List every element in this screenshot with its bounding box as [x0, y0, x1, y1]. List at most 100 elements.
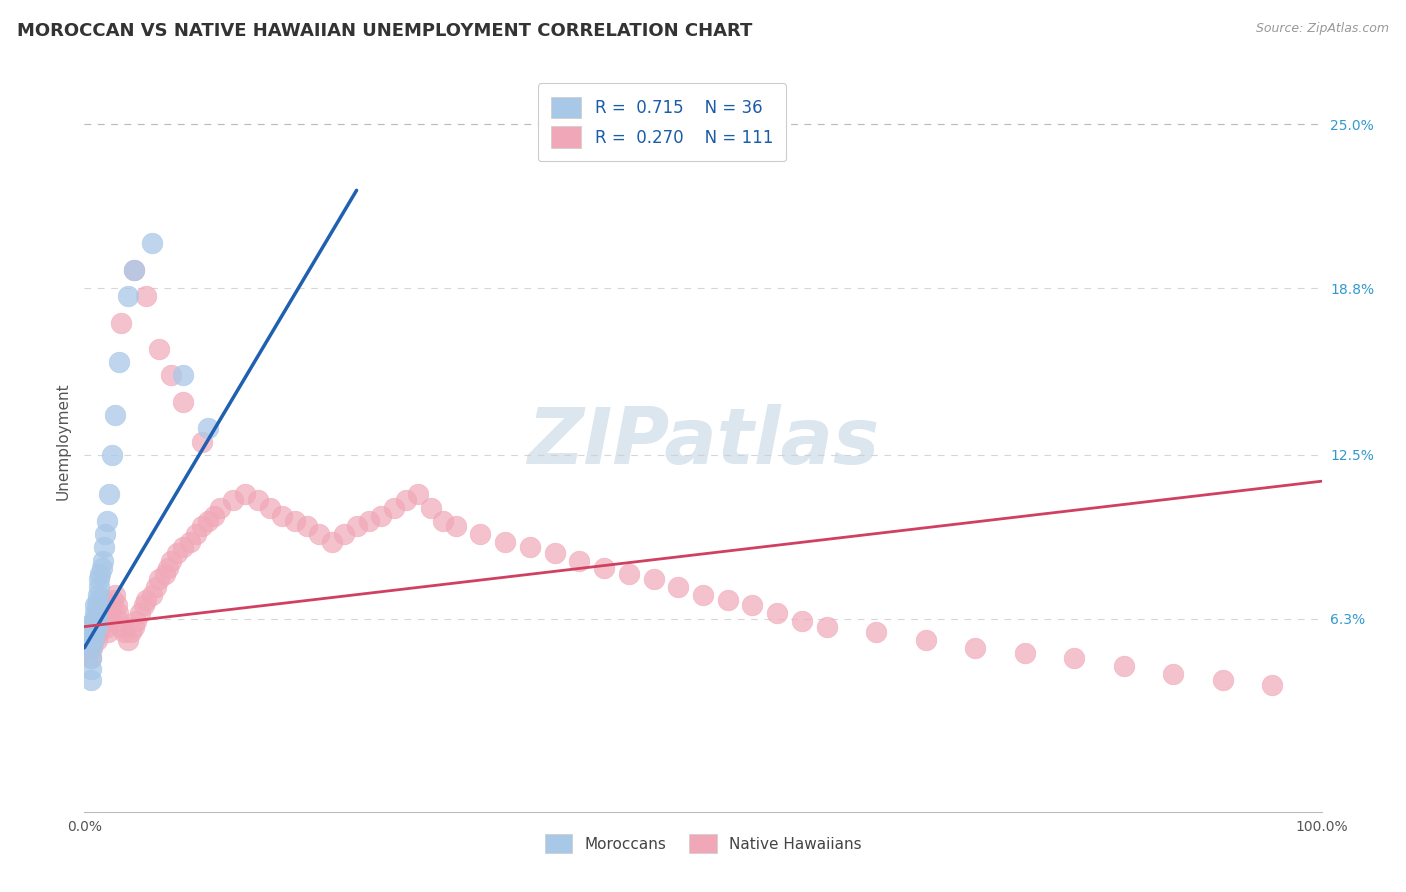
Point [108, 615, 131, 629]
Point [110, 620, 132, 634]
Point [191, 434, 214, 449]
Point [83, 632, 105, 647]
Point [91, 607, 114, 621]
Point [172, 395, 194, 409]
Point [93, 541, 115, 555]
Point [86, 632, 108, 647]
Point [82, 620, 104, 634]
Point [617, 566, 640, 581]
Point [790, 615, 813, 629]
Point [117, 289, 139, 303]
Point [101, 593, 124, 607]
Point [666, 580, 689, 594]
Point [259, 500, 281, 515]
Point [79, 630, 101, 644]
Point [717, 593, 740, 607]
Point [79, 635, 101, 649]
Point [271, 508, 294, 523]
Text: Source: ZipAtlas.com: Source: ZipAtlas.com [1256, 22, 1389, 36]
Point [568, 553, 591, 567]
Point [122, 262, 145, 277]
Point [79, 651, 101, 665]
Point [593, 561, 616, 575]
Point [160, 368, 183, 383]
Point [86, 620, 108, 634]
Point [83, 615, 105, 629]
Point [84, 620, 107, 634]
Point [79, 640, 101, 655]
Point [94, 527, 117, 541]
Point [172, 368, 194, 383]
Point [79, 662, 101, 676]
Point [965, 640, 987, 655]
Point [191, 519, 214, 533]
Point [357, 514, 380, 528]
Point [1063, 651, 1085, 665]
Point [125, 615, 148, 629]
Point [82, 615, 104, 629]
Point [179, 535, 201, 549]
Point [135, 289, 157, 303]
Point [98, 487, 121, 501]
Point [89, 566, 111, 581]
Point [90, 615, 112, 629]
Point [766, 607, 789, 621]
Point [108, 355, 131, 369]
Point [444, 519, 467, 533]
Point [83, 624, 105, 639]
Point [132, 599, 155, 613]
Point [87, 588, 110, 602]
Point [117, 632, 139, 647]
Point [1161, 667, 1184, 681]
Point [184, 527, 207, 541]
Point [122, 262, 145, 277]
Point [141, 236, 163, 251]
Point [494, 535, 516, 549]
Point [148, 342, 170, 356]
Legend: Moroccans, Native Hawaiians: Moroccans, Native Hawaiians [538, 828, 868, 860]
Point [86, 624, 108, 639]
Point [914, 632, 936, 647]
Point [222, 492, 245, 507]
Point [86, 615, 108, 629]
Point [89, 615, 111, 629]
Point [89, 624, 111, 639]
Point [408, 487, 430, 501]
Point [83, 624, 105, 639]
Point [246, 492, 269, 507]
Point [543, 546, 565, 560]
Point [333, 527, 356, 541]
Point [122, 620, 145, 634]
Point [643, 572, 665, 586]
Point [815, 620, 838, 634]
Point [84, 607, 107, 621]
Point [87, 620, 110, 634]
Point [97, 624, 120, 639]
Point [77, 646, 100, 660]
Point [90, 561, 112, 575]
Point [91, 553, 114, 567]
Point [87, 607, 110, 621]
Point [104, 408, 127, 422]
Point [93, 599, 115, 613]
Point [135, 593, 157, 607]
Point [284, 514, 307, 528]
Point [112, 624, 135, 639]
Point [321, 535, 343, 549]
Point [202, 508, 225, 523]
Point [129, 607, 152, 621]
Point [79, 630, 101, 644]
Point [308, 527, 330, 541]
Point [79, 640, 101, 655]
Point [209, 500, 232, 515]
Point [1261, 678, 1284, 692]
Point [145, 580, 167, 594]
Point [107, 607, 129, 621]
Point [98, 607, 121, 621]
Point [86, 599, 108, 613]
Point [91, 593, 114, 607]
Point [172, 541, 194, 555]
Point [519, 541, 541, 555]
Point [432, 514, 454, 528]
Point [79, 673, 101, 687]
